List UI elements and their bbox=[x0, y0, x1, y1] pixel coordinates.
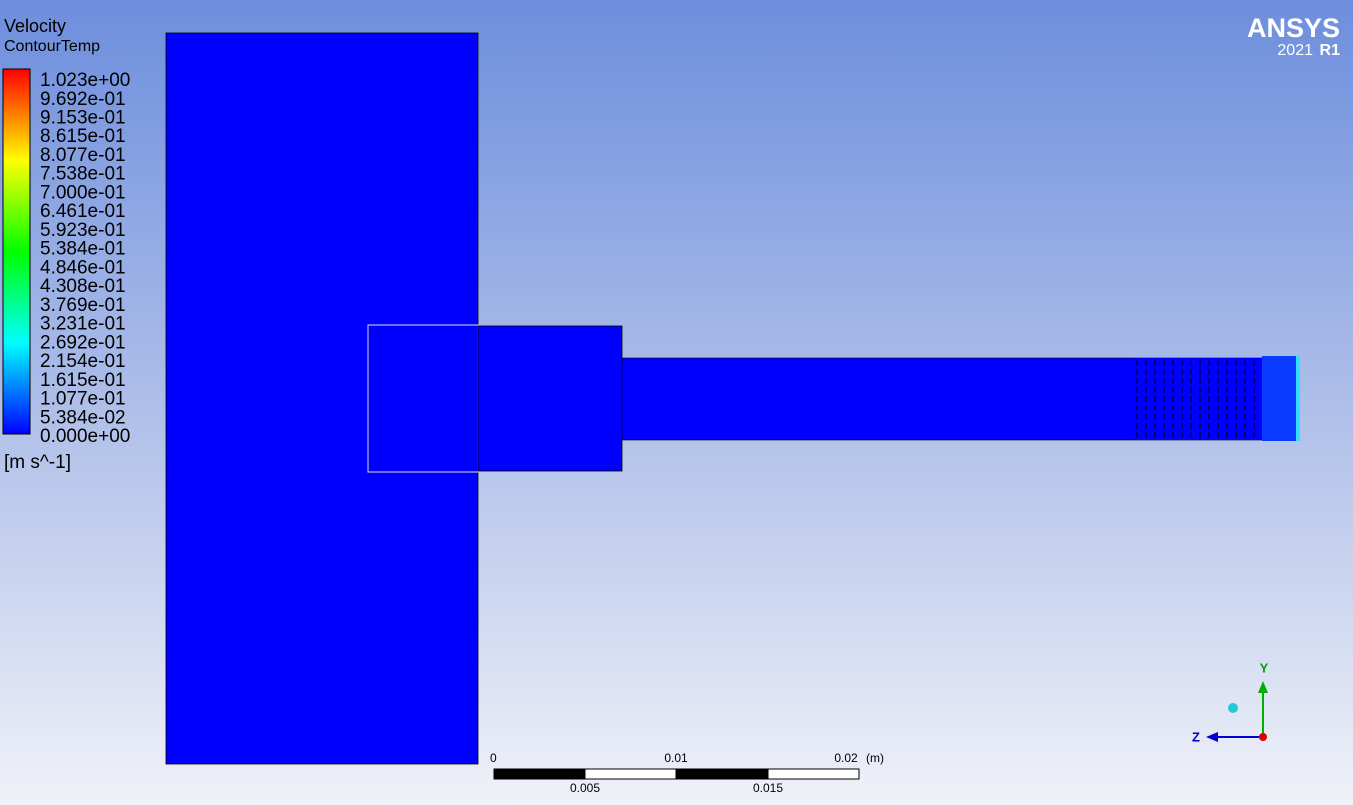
z-label: Z bbox=[1192, 729, 1200, 744]
legend-label: 7.000e-01 bbox=[40, 182, 126, 203]
logo-brand: ANSYS bbox=[1247, 13, 1340, 43]
legend-label: 2.692e-01 bbox=[40, 332, 126, 353]
logo-release: R1 bbox=[1320, 42, 1341, 59]
scale-label: 0.01 bbox=[664, 751, 688, 765]
outlet-edge bbox=[1296, 356, 1300, 441]
logo-year: 2021 bbox=[1277, 42, 1313, 59]
y-label: Y bbox=[1260, 660, 1269, 675]
scale-segment bbox=[493, 768, 586, 780]
geometry bbox=[165, 32, 1300, 765]
legend-label: 8.077e-01 bbox=[40, 145, 126, 166]
scale-label: 0.02 bbox=[834, 751, 858, 765]
scale-label: 0.015 bbox=[753, 781, 783, 795]
outlet bbox=[1262, 356, 1300, 441]
chamber bbox=[165, 32, 479, 765]
legend-label: 3.769e-01 bbox=[40, 295, 126, 316]
scale-segment bbox=[675, 768, 769, 780]
scale-bar: 0 0.01 0.02 (m) 0.005 0.015 bbox=[490, 751, 884, 795]
legend-labels: 1.023e+009.692e-019.153e-018.615e-018.07… bbox=[40, 70, 130, 447]
scale-segment bbox=[767, 768, 860, 780]
legend-label: 6.461e-01 bbox=[40, 201, 126, 222]
color-bar bbox=[2, 68, 31, 435]
step bbox=[477, 325, 623, 472]
legend-label: 7.538e-01 bbox=[40, 164, 126, 185]
legend-label: 1.077e-01 bbox=[40, 389, 126, 410]
legend-label: 4.308e-01 bbox=[40, 276, 126, 297]
legend-label: 5.923e-01 bbox=[40, 220, 126, 241]
legend-label: 9.692e-01 bbox=[40, 89, 126, 110]
view-sphere bbox=[1228, 703, 1238, 713]
scale-unit: (m) bbox=[866, 751, 884, 765]
legend-label: 8.615e-01 bbox=[40, 126, 126, 147]
legend-label: 1.615e-01 bbox=[40, 370, 126, 391]
legend-label: 0.000e+00 bbox=[40, 426, 130, 447]
ribbed-section bbox=[1133, 358, 1262, 440]
legend-name: ContourTemp bbox=[4, 38, 100, 55]
legend-variable: Velocity bbox=[4, 16, 66, 36]
legend-label: 3.231e-01 bbox=[40, 314, 126, 335]
y-arrowhead bbox=[1258, 681, 1268, 693]
scale-label: 0 bbox=[490, 751, 497, 765]
legend-label: 2.154e-01 bbox=[40, 351, 126, 372]
z-arrowhead bbox=[1206, 732, 1218, 742]
legend-label: 5.384e-02 bbox=[40, 407, 126, 428]
scale-segment bbox=[584, 768, 677, 780]
legend-label: 1.023e+00 bbox=[40, 70, 130, 91]
scale-label: 0.005 bbox=[570, 781, 600, 795]
legend-label: 9.153e-01 bbox=[40, 107, 126, 128]
legend-unit: [m s^-1] bbox=[4, 452, 71, 473]
legend-label: 5.384e-01 bbox=[40, 239, 126, 260]
legend: Velocity ContourTemp 1.023e+009.692e-019… bbox=[2, 16, 130, 473]
axis-triad: Y Z bbox=[1192, 660, 1269, 744]
x-axis-dot bbox=[1259, 733, 1267, 741]
logo: ANSYS 2021 R1 bbox=[1247, 13, 1340, 59]
legend-label: 4.846e-01 bbox=[40, 257, 126, 278]
